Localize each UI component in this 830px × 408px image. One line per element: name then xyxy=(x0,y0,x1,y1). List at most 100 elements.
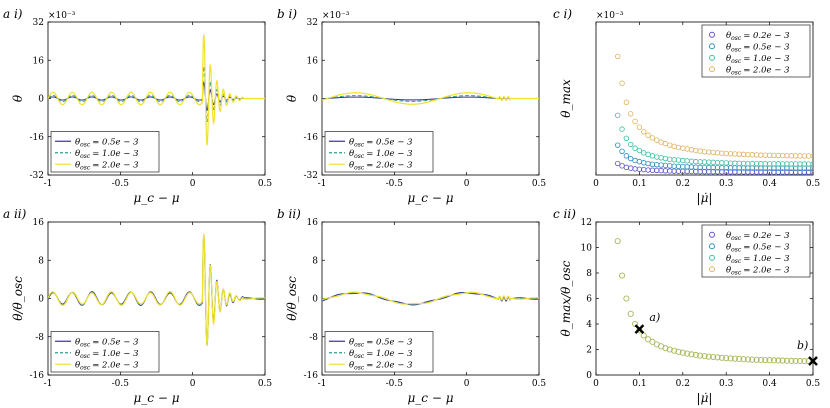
y-tick-label: 6 xyxy=(586,295,592,305)
series-line-2 xyxy=(322,291,539,305)
y-tick-label: 32 xyxy=(33,18,44,28)
x-tick-label: 0.1 xyxy=(632,179,646,189)
scatter-point xyxy=(710,149,716,156)
panel-label: a ii) xyxy=(3,207,27,221)
scatter-point xyxy=(662,345,669,352)
legend-entry: θosc = 2.0e − 3 xyxy=(349,160,413,171)
y-tick-label: -16 xyxy=(30,371,45,381)
scatter-point xyxy=(714,150,721,156)
scatter-point xyxy=(632,118,638,125)
panel-label: b ii) xyxy=(277,207,301,221)
scatter-point xyxy=(649,167,656,173)
scatter-point xyxy=(801,161,808,167)
scatter-point xyxy=(619,148,625,154)
scatter-point xyxy=(788,161,794,167)
scatter-point xyxy=(710,159,716,166)
y-tick-label: -16 xyxy=(304,371,319,381)
scatter-point xyxy=(705,353,712,360)
panel-b-i: b i) ×10⁻³ -1 -0.5 0 0.5 -32 -16 0 16 32 μ_c − μ θ θo… xyxy=(277,7,546,205)
panel-c-ii: c ii) 0 0.1 0.2 0.3 0.4 0.5 0 2 4 6 8 10 12 |μ̇| θ_max/… xyxy=(553,207,820,405)
x-tick-label: 0 xyxy=(593,179,599,189)
scatter-point xyxy=(623,135,630,141)
scatter-point xyxy=(684,164,690,170)
scatter-point xyxy=(771,152,777,159)
scatter-point xyxy=(615,142,621,148)
legend-entry: θosc = 1.0e − 3 xyxy=(726,254,790,265)
scatter-point xyxy=(693,164,699,170)
scatter-point xyxy=(667,142,673,148)
scatter-point xyxy=(675,348,682,355)
x-axis-label: μ_c − μ xyxy=(407,391,453,405)
plot-area xyxy=(322,92,539,105)
scatter-point xyxy=(671,156,677,163)
legend-entry: θosc = 1.0e − 3 xyxy=(349,349,413,360)
scatter-point xyxy=(671,143,677,150)
scatter-point xyxy=(779,152,786,159)
scatter-point xyxy=(775,357,782,364)
scatter-point xyxy=(671,163,677,169)
scatter-point xyxy=(797,153,803,159)
scatter-point xyxy=(675,163,682,170)
scatter-point xyxy=(801,358,808,365)
y-axis-label: θ_max/θ_osc xyxy=(559,260,573,336)
scatter-point xyxy=(671,168,677,174)
y-tick-label: 12 xyxy=(581,218,592,228)
x-tick-label: 0.5 xyxy=(532,179,547,189)
y-tick-label: -32 xyxy=(30,171,45,181)
scatter-point xyxy=(654,154,660,160)
x-tick-label: 0.2 xyxy=(676,179,690,189)
plot-area xyxy=(48,34,265,146)
scatter-point xyxy=(619,126,625,132)
x-tick-label: 0.5 xyxy=(258,379,273,389)
scatter-point xyxy=(719,160,725,166)
x-tick-label: 0 xyxy=(190,379,196,389)
scatter-point xyxy=(749,160,755,167)
scatter-point xyxy=(679,349,686,356)
scatter-point xyxy=(619,163,625,169)
cross-marker xyxy=(808,356,818,366)
x-tick-label: -1 xyxy=(318,179,327,189)
scatter-point xyxy=(727,355,734,362)
scatter-point xyxy=(740,160,747,167)
scatter-point xyxy=(736,160,742,167)
x-tick-label: 0 xyxy=(190,179,196,189)
x-axis-label: μ_c − μ xyxy=(133,391,179,405)
legend-swatch xyxy=(709,66,715,73)
scatter-point xyxy=(706,159,712,165)
panel-label: c i) xyxy=(553,7,572,21)
scatter-point xyxy=(771,161,777,167)
x-tick-label: 0.1 xyxy=(632,379,646,389)
scatter-point xyxy=(654,167,660,174)
scatter-point xyxy=(810,169,813,175)
legend-entry: θosc = 0.5e − 3 xyxy=(726,42,790,53)
scatter-point xyxy=(688,168,695,175)
scatter-point xyxy=(714,159,721,166)
x-tick-label: 0.5 xyxy=(806,379,821,389)
scatter-point xyxy=(723,150,729,157)
y-axis-label: θ_max xyxy=(559,79,573,118)
scatter-point xyxy=(792,161,799,167)
scatter-point xyxy=(658,167,664,174)
y-tick-label: 4 xyxy=(586,320,592,330)
scatter-point xyxy=(632,145,638,151)
scatter-point xyxy=(641,150,647,156)
x-axis-label: |μ̇| xyxy=(697,191,713,205)
scatter-point xyxy=(736,151,742,157)
scatter-point xyxy=(745,160,751,167)
scatter-point xyxy=(757,356,764,364)
legend-box xyxy=(701,224,811,278)
legend-swatch xyxy=(709,231,715,238)
y-tick-label: 16 xyxy=(33,56,45,66)
scatter-point xyxy=(658,162,664,168)
series-line-2 xyxy=(322,92,539,105)
x-tick-label: -1 xyxy=(44,379,53,389)
legend-entry: θosc = 1.0e − 3 xyxy=(75,149,139,160)
y-tick-label: -16 xyxy=(304,133,319,143)
scatter-point xyxy=(658,139,664,145)
scatter-point xyxy=(641,160,647,166)
scatter-point xyxy=(667,156,673,163)
scatter-point xyxy=(796,357,804,365)
scatter-point xyxy=(701,159,708,165)
scatter-point xyxy=(758,161,764,167)
